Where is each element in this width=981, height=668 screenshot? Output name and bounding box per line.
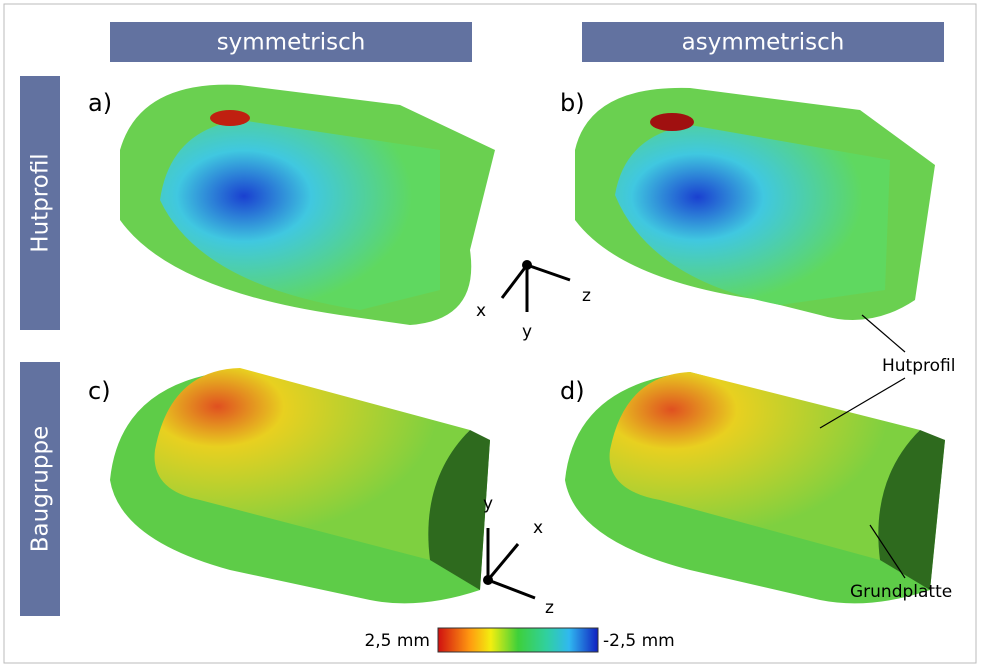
axis-origin [522,260,532,270]
row-header: Baugruppe [28,426,54,552]
page: {"columns": ["symmetrisch", "asymmetrisc… [0,0,981,668]
panel-label: a) [88,89,112,117]
column-header: asymmetrisch [682,30,845,56]
axis-label: x [533,518,543,538]
scan-inner [160,120,440,310]
axis-origin [483,575,493,585]
row-header: Hutprofil [28,153,54,252]
figure: symmetrisch asymmetrisch Hutprofil Baugr… [0,0,981,668]
axis-label: y [522,322,532,342]
axis-arrows [488,265,570,598]
axis-label: y [483,494,493,514]
annotation: Hutprofil [882,356,955,376]
deviation-spot [210,110,250,126]
column-header: symmetrisch [217,30,366,56]
annotation: Grundplatte [850,582,952,602]
deviation-spot [650,113,694,131]
axis-label: z [582,286,591,306]
axis-label: x [476,301,486,321]
axis-label: z [545,598,554,618]
panel-label: b) [560,89,585,117]
colorbar-label: -2,5 mm [603,631,675,651]
panel-label: d) [560,377,585,405]
panel-label: c) [88,377,111,405]
colorbar [438,628,598,652]
colorbar-label: 2,5 mm [364,631,430,651]
